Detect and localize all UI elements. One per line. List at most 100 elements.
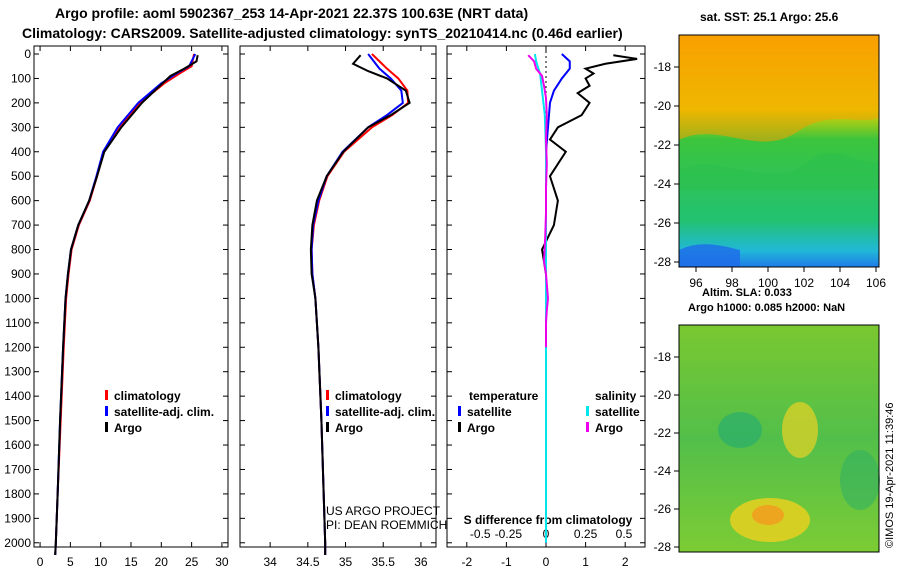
sla-map-frame — [678, 324, 880, 553]
sst-lat-label: -24 — [654, 177, 672, 191]
legend-swatch — [586, 406, 589, 416]
chart-title-line2: Climatology: CARS2009. Satellite-adjuste… — [22, 25, 623, 41]
depth-tick-label: 1400 — [4, 389, 31, 403]
sst-lat-label: -18 — [654, 60, 672, 74]
legend-label: Argo — [114, 421, 142, 435]
sst-lat-label: -28 — [654, 255, 672, 269]
series-line-climatology — [310, 53, 410, 555]
temperature-panel-frame — [33, 45, 229, 548]
legend-swatch — [458, 406, 461, 416]
chart-title-line1: Argo profile: aoml 5902367_253 14-Apr-20… — [55, 5, 529, 21]
x-tick-label: -1 — [501, 555, 512, 569]
legend-label: satellite — [595, 405, 640, 419]
sla-lat-label: -18 — [654, 350, 672, 364]
sla-lat-label: -24 — [654, 464, 672, 478]
legend-swatch — [326, 406, 329, 416]
sst-lon-label: 102 — [794, 276, 814, 290]
pi-annotation: PI: DEAN ROEMMICH — [326, 518, 447, 532]
sst-lat-label: -26 — [654, 216, 672, 230]
depth-tick-label: 600 — [11, 194, 31, 208]
sla-orange-blob — [752, 505, 784, 525]
legend-label: satellite-adj. clim. — [335, 405, 435, 419]
x-tick-label: 35.5 — [372, 555, 396, 569]
series-line-climatology — [54, 53, 196, 556]
depth-tick-label: 0 — [24, 47, 31, 61]
x-tick-label: 35 — [339, 555, 353, 569]
x-tick-label: 20 — [155, 555, 169, 569]
legend-label: climatology — [114, 389, 181, 403]
legend-label: satellite-adj. clim. — [114, 405, 214, 419]
x-tick-label: 10 — [94, 555, 108, 569]
salinity-diff-tick-label: 0.5 — [616, 527, 633, 541]
series-line-satellite-adj-clim- — [310, 53, 404, 555]
sst-lon-label: 98 — [725, 276, 739, 290]
legend-swatch — [326, 422, 329, 432]
legend-swatch — [105, 390, 108, 400]
series-line-salinity-satellite — [533, 53, 547, 543]
x-tick-label: 15 — [124, 555, 138, 569]
sst-lon-label: 106 — [866, 276, 886, 290]
depth-tick-label: 1600 — [4, 438, 31, 452]
depth-tick-label: 500 — [11, 169, 31, 183]
x-tick-label: 30 — [215, 555, 229, 569]
sst-warm-region — [679, 35, 879, 142]
sst-lat-label: -22 — [654, 138, 672, 152]
depth-tick-label: 1100 — [5, 316, 31, 330]
sla-lat-label: -28 — [654, 540, 672, 554]
salinity-diff-tick-label: 0.25 — [574, 527, 598, 541]
x-tick-label: -2 — [461, 555, 472, 569]
sla-map: -18 -20 -22 -24 -26 -28 ©IMOS 19-Apr-2021 11:… — [654, 324, 896, 554]
difference-xlabel: S difference from climatology — [464, 513, 633, 527]
depth-tick-label: 1500 — [4, 414, 31, 428]
x-tick-label: 0 — [37, 555, 44, 569]
depth-tick-label: 1700 — [4, 462, 31, 476]
legend-swatch — [586, 422, 589, 432]
depth-tick-label: 700 — [11, 218, 31, 232]
argo-height-label: Argo h1000: 0.085 h2000: NaN — [688, 302, 846, 314]
series-line-argo — [309, 54, 411, 555]
depth-tick-label: 1200 — [4, 340, 31, 354]
difference-panel: -2 -1 0 1 2-0.5 -0.25 0 0.25 0.5S difference fro… — [446, 45, 646, 569]
salinity-panel: 34 34.5 35 35.5 36 climatology satellite-adj. … — [239, 45, 447, 569]
salinity-panel-frame — [239, 45, 437, 548]
depth-tick-label: 900 — [11, 267, 31, 281]
depth-tick-label: 1900 — [4, 511, 31, 525]
x-tick-label: 36 — [414, 555, 428, 569]
legend-swatch — [105, 422, 108, 432]
x-tick-label: 34.5 — [296, 555, 320, 569]
temperature-panel: 0100200300400500600700800900100011001200… — [4, 45, 229, 569]
legend-header: salinity — [595, 389, 637, 403]
depth-tick-label: 1000 — [4, 291, 31, 305]
x-tick-label: 34 — [263, 555, 277, 569]
x-tick-label: 0 — [543, 555, 550, 569]
legend-label: Argo — [467, 421, 495, 435]
sst-lon-label: 104 — [830, 276, 850, 290]
pi-annotation: US ARGO PROJECT — [326, 504, 441, 518]
legend-label: Argo — [335, 421, 363, 435]
legend-label: climatology — [335, 389, 402, 403]
x-tick-label: 2 — [622, 555, 629, 569]
x-tick-label: 5 — [67, 555, 74, 569]
salinity-diff-tick-label: -0.25 — [495, 527, 523, 541]
sst-map-label: sat. SST: 25.1 Argo: 25.6 — [700, 10, 839, 24]
salinity-diff-tick-label: -0.5 — [470, 527, 491, 541]
depth-tick-label: 2000 — [4, 536, 31, 550]
depth-tick-label: 1300 — [4, 365, 31, 379]
sst-map-frame — [678, 34, 880, 268]
sla-teal-blob — [718, 412, 762, 448]
sst-lon-label: 100 — [758, 276, 778, 290]
depth-tick-label: 300 — [11, 120, 31, 134]
x-tick-label: 25 — [185, 555, 199, 569]
series-line-salinity-argo — [527, 54, 549, 348]
legend-header: temperature — [469, 389, 539, 403]
series-line-argo — [54, 55, 199, 556]
sla-map-label: Altim. SLA: 0.033 — [702, 287, 792, 299]
legend-swatch — [105, 406, 108, 416]
sla-yellow-blob-east — [782, 402, 818, 458]
depth-tick-label: 200 — [11, 96, 31, 110]
sst-cold-region — [679, 244, 740, 267]
series-line-temperature-argo — [541, 54, 638, 348]
sla-lat-label: -26 — [654, 502, 672, 516]
legend-swatch — [458, 422, 461, 432]
